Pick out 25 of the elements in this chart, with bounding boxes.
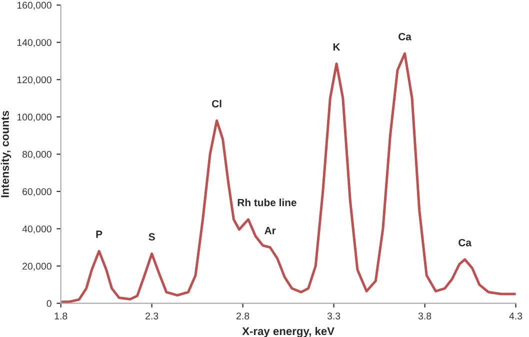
annotation: Ca (458, 238, 472, 246)
annotation: Ar (264, 226, 276, 234)
x-tick-label: 4.3 (509, 312, 522, 320)
x-tick-label: 3.3 (327, 312, 340, 320)
y-tick-label: 0 (46, 300, 52, 307)
x-tick-label: 1.8 (54, 312, 68, 320)
x-tick-label: 2.8 (236, 312, 250, 320)
y-tick-label: 80,000 (22, 150, 52, 159)
y-tick-label: 40,000 (22, 225, 52, 234)
y-tick-label: 160,000 (17, 2, 52, 10)
annotation: P (96, 230, 102, 238)
y-tick-label: 20,000 (22, 262, 52, 271)
y-axis-title: Intensity, counts (0, 110, 12, 198)
y-tick-label: 120,000 (17, 76, 52, 84)
annotation: Ca (398, 32, 412, 40)
y-tick-label: 140,000 (17, 39, 52, 48)
y-tick-label: 100,000 (17, 114, 52, 122)
annotation: Rh tube line (238, 198, 296, 206)
annotation: K (333, 43, 340, 50)
x-tick-label: 3.8 (418, 312, 432, 320)
x-axis-title: X-ray energy, keV (242, 326, 334, 337)
annotation: S (148, 233, 155, 241)
x-tick-label: 2.3 (146, 312, 158, 320)
y-tick-label: 60,000 (22, 188, 52, 196)
annotation: Cl (212, 100, 222, 108)
